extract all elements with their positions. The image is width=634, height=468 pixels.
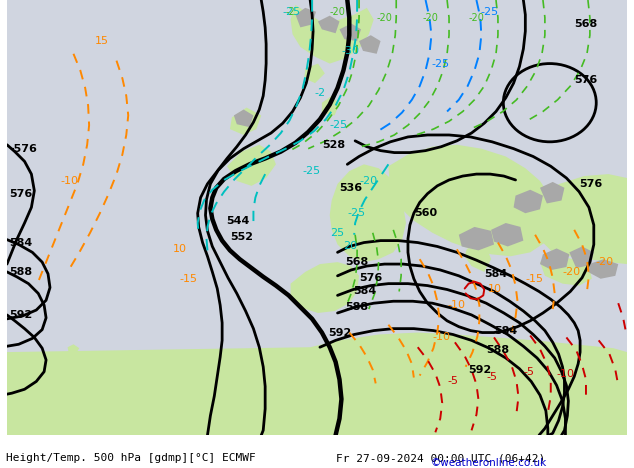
- Text: 10: 10: [488, 284, 502, 293]
- Text: -2: -2: [314, 88, 325, 98]
- Polygon shape: [588, 259, 618, 279]
- Text: -20: -20: [562, 267, 581, 277]
- Text: 576: 576: [9, 189, 32, 198]
- Text: -30: -30: [342, 46, 359, 56]
- Text: -25: -25: [481, 7, 498, 17]
- Text: -25: -25: [330, 120, 348, 130]
- Text: 576: 576: [574, 75, 597, 85]
- Text: 576: 576: [579, 179, 602, 189]
- Text: 592: 592: [328, 328, 351, 337]
- Polygon shape: [304, 64, 325, 83]
- Polygon shape: [569, 247, 594, 268]
- Text: 528: 528: [322, 140, 345, 150]
- Polygon shape: [234, 110, 254, 127]
- Text: 560: 560: [414, 208, 437, 218]
- Polygon shape: [459, 227, 494, 250]
- Polygon shape: [290, 262, 359, 313]
- Text: -5: -5: [524, 366, 534, 377]
- Polygon shape: [540, 256, 592, 285]
- Polygon shape: [68, 344, 79, 354]
- Text: Height/Temp. 500 hPa [gdmp][°C] ECMWF: Height/Temp. 500 hPa [gdmp][°C] ECMWF: [6, 453, 256, 463]
- Text: 584: 584: [484, 269, 507, 279]
- Text: -20: -20: [377, 13, 392, 22]
- Text: -10: -10: [557, 369, 574, 379]
- Polygon shape: [465, 242, 491, 272]
- Polygon shape: [7, 333, 627, 435]
- Polygon shape: [322, 96, 339, 116]
- Text: 552: 552: [230, 232, 253, 241]
- Text: -20: -20: [596, 257, 614, 267]
- Text: -20: -20: [330, 7, 346, 17]
- Text: -25: -25: [431, 58, 450, 69]
- Text: Fr 27-09-2024 00:00 UTC (06+42): Fr 27-09-2024 00:00 UTC (06+42): [336, 453, 545, 463]
- Text: -20: -20: [423, 13, 439, 22]
- Text: -15: -15: [526, 274, 543, 284]
- Polygon shape: [359, 35, 380, 54]
- Polygon shape: [290, 5, 373, 64]
- Text: -10: -10: [432, 332, 450, 343]
- Text: -2: -2: [286, 7, 295, 17]
- Text: 592: 592: [469, 365, 492, 375]
- Text: 15: 15: [95, 36, 109, 46]
- Polygon shape: [318, 15, 339, 33]
- Text: 576: 576: [359, 273, 382, 283]
- Polygon shape: [339, 23, 361, 41]
- Text: 592: 592: [9, 310, 32, 320]
- Text: ©weatheronline.co.uk: ©weatheronline.co.uk: [431, 458, 547, 468]
- Polygon shape: [330, 164, 406, 262]
- Text: -5: -5: [486, 372, 497, 381]
- Text: 584: 584: [353, 286, 377, 296]
- Text: 568: 568: [574, 20, 597, 29]
- Text: -10: -10: [447, 300, 465, 310]
- Text: -25: -25: [302, 166, 320, 176]
- Text: -20: -20: [359, 176, 377, 186]
- Text: 584: 584: [9, 238, 32, 248]
- Polygon shape: [491, 223, 524, 247]
- Polygon shape: [540, 249, 569, 270]
- Text: -576: -576: [9, 144, 37, 154]
- Text: 588: 588: [346, 302, 368, 312]
- Text: -5: -5: [447, 376, 458, 387]
- Text: -10: -10: [61, 176, 79, 186]
- Text: -20: -20: [469, 13, 484, 22]
- Text: 536: 536: [339, 183, 363, 193]
- Text: 588: 588: [486, 345, 509, 355]
- Polygon shape: [540, 182, 564, 204]
- Text: -15: -15: [179, 274, 197, 284]
- Polygon shape: [230, 108, 261, 135]
- Text: -25: -25: [283, 7, 301, 17]
- Text: 20: 20: [344, 241, 358, 251]
- Text: 10: 10: [173, 244, 187, 255]
- Text: 25: 25: [330, 228, 344, 238]
- Text: 584: 584: [494, 326, 517, 336]
- Text: -25: -25: [347, 208, 365, 218]
- Polygon shape: [514, 190, 543, 213]
- Polygon shape: [227, 145, 276, 186]
- Text: 568: 568: [346, 257, 368, 267]
- Polygon shape: [295, 8, 316, 28]
- Text: 588: 588: [9, 267, 32, 277]
- Polygon shape: [540, 174, 627, 264]
- Text: 544: 544: [226, 216, 249, 226]
- Polygon shape: [389, 145, 555, 256]
